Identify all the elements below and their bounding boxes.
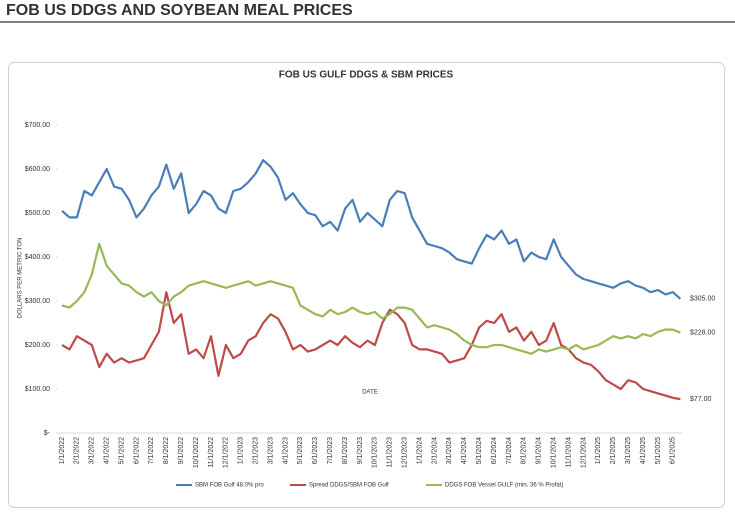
y-tick-label: $100.00 (25, 386, 50, 393)
y-tick-label: $500.00 (25, 210, 50, 217)
x-tick-label: 1/1/2023 (238, 437, 245, 464)
y-tick-label: $300.00 (25, 298, 50, 305)
end-label: $228.00 (690, 330, 715, 337)
x-tick-label: 3/1/2022 (89, 437, 96, 464)
x-tick-label: 11/1/2024 (565, 437, 572, 468)
x-tick-label: 8/1/2023 (342, 437, 349, 464)
x-tick-label: 7/1/2023 (327, 437, 334, 464)
x-tick-label: 8/1/2022 (163, 437, 170, 464)
x-tick-label: 6/1/2023 (312, 437, 319, 464)
series-line (61, 291, 681, 401)
x-tick-label: 4/1/2025 (640, 437, 647, 464)
x-tick-label: 9/1/2023 (357, 437, 364, 464)
chart-title: FOB US GULF DDGS & SBM PRICES (279, 70, 454, 81)
x-tick-label: 2/1/2022 (74, 437, 81, 464)
chart-frame (8, 62, 725, 508)
x-tick-label: 11/1/2023 (387, 437, 394, 468)
y-tick-label: $700.00 (25, 122, 50, 129)
x-tick-label: 12/1/2022 (223, 437, 230, 468)
x-tick-label: 2/1/2024 (431, 437, 438, 464)
end-label: $77.00 (690, 396, 712, 403)
end-label: $305.00 (690, 296, 715, 303)
x-tick-label: 12/1/2024 (580, 437, 587, 468)
y-tick-label: $- (44, 430, 51, 437)
x-tick-label: 6/1/2024 (491, 437, 498, 464)
x-tick-label: 4/1/2024 (461, 437, 468, 464)
x-tick-label: 9/1/2024 (536, 437, 543, 464)
x-tick-label: 3/1/2023 (267, 437, 274, 464)
y-tick-label: $600.00 (25, 166, 50, 173)
x-tick-label: 3/1/2024 (446, 437, 453, 464)
legend-label: Spread DDGS/SBM FOB Gulf (309, 483, 389, 489)
x-tick-label: 10/1/2024 (551, 437, 558, 468)
y-tick-label: $400.00 (25, 254, 50, 261)
y-axis-label: DOLLARS PER METRIC TON (18, 238, 24, 319)
x-tick-label: 7/1/2024 (506, 437, 513, 464)
legend-label: SBM FOB Gulf 48.0% pro (195, 483, 264, 489)
x-tick-label: 2/1/2023 (253, 437, 260, 464)
page-title: FOB US DDGS AND SOYBEAN MEAL PRICES (6, 2, 353, 19)
x-tick-label: 12/1/2023 (402, 437, 409, 468)
legend-label: DDGS FOB Vessel GULF (min. 36 % Profat) (445, 483, 563, 489)
x-axis-label: DATE (362, 390, 378, 396)
x-tick-label: 8/1/2024 (521, 437, 528, 464)
x-tick-label: 6/1/2022 (133, 437, 140, 464)
x-tick-label: 5/1/2023 (297, 437, 304, 464)
x-tick-label: 9/1/2022 (178, 437, 185, 464)
x-tick-label: 4/1/2023 (282, 437, 289, 464)
x-tick-label: 3/1/2025 (625, 437, 632, 464)
x-tick-label: 11/1/2022 (208, 437, 215, 468)
x-tick-label: 4/1/2022 (104, 437, 111, 464)
x-tick-label: 1/1/2025 (595, 437, 602, 464)
x-tick-label: 5/1/2024 (476, 437, 483, 464)
x-tick-label: 10/1/2023 (372, 437, 379, 468)
x-tick-label: 5/1/2022 (118, 437, 125, 464)
x-tick-label: 6/1/2025 (670, 437, 677, 464)
x-tick-label: 5/1/2025 (655, 437, 662, 464)
x-tick-label: 10/1/2022 (193, 437, 200, 468)
y-tick-label: $200.00 (25, 342, 50, 349)
x-tick-label: 1/1/2024 (416, 437, 423, 464)
x-tick-label: 1/1/2022 (59, 437, 66, 464)
x-tick-label: 2/1/2025 (610, 437, 617, 464)
series-line (61, 159, 682, 300)
series-line (61, 242, 681, 355)
x-tick-label: 7/1/2022 (148, 437, 155, 464)
